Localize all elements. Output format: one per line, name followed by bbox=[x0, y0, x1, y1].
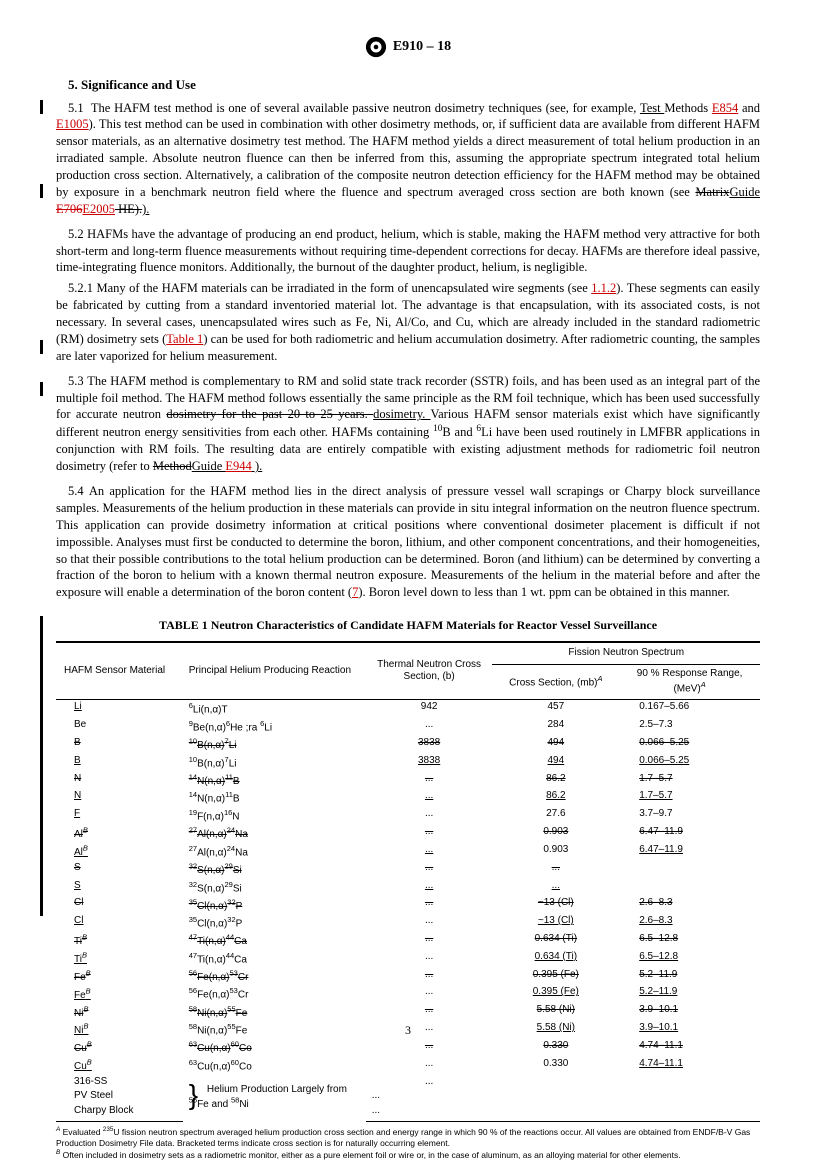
col-reaction: Principal Helium Producing Reaction bbox=[183, 642, 366, 699]
table-row: TiB47Ti(n,α)44Ca...0.634 (Ti)6.5–12.8 bbox=[56, 932, 760, 950]
table-row: F19F(n,α)16N...27.63.7–9.7 bbox=[56, 807, 760, 825]
table-row: TiB47Ti(n,α)44Ca...0.634 (Ti)6.5–12.8 bbox=[56, 950, 760, 968]
col-cross-section: Cross Section, (mb)A bbox=[492, 664, 619, 699]
table-1: TABLE 1 Neutron Characteristics of Candi… bbox=[56, 617, 760, 1160]
para-5-4: 5.4 An application for the HAFM method l… bbox=[56, 483, 760, 601]
table-row: FeB56Fe(n,α)53Cr...0.395 (Fe)5.2–11.9 bbox=[56, 985, 760, 1003]
col-fission: Fission Neutron Spectrum bbox=[492, 642, 760, 664]
table-row: Cl35Cl(n,α)32P...~13 (Cl)2.6–8.3 bbox=[56, 896, 760, 914]
table-row: AlB27Al(n,α)24Na...0.9036.47–11.9 bbox=[56, 825, 760, 843]
table-footnotes: A Evaluated 235U fission neutron spectru… bbox=[56, 1126, 760, 1161]
table-row: Li6Li(n,α)T9424570.167–5.66 bbox=[56, 700, 760, 718]
table-row: B10B(n,α)7Li38384940.066–5.25 bbox=[56, 754, 760, 772]
page-number: 3 bbox=[0, 1022, 816, 1038]
table-row: Cl35Cl(n,α)32P...~13 (Cl)2.6–8.3 bbox=[56, 914, 760, 932]
para-5-3: 5.3 The HAFM method is complementary to … bbox=[56, 373, 760, 475]
link-e1005[interactable]: E1005 bbox=[56, 117, 89, 131]
table-row: N14N(n,α)11B...86.21.7–5.7 bbox=[56, 772, 760, 790]
table-row: 316-SS} Helium Production Largely from 5… bbox=[56, 1075, 760, 1090]
table-row: N14N(n,α)11B...86.21.7–5.7 bbox=[56, 789, 760, 807]
para-5-2: 5.2 HAFMs have the advantage of producin… bbox=[56, 226, 760, 277]
col-thermal: Thermal Neutron Cross Section, (b) bbox=[366, 642, 493, 699]
link-e706[interactable]: E706 bbox=[56, 202, 82, 216]
table-row: S32S(n,α)29Si...... bbox=[56, 861, 760, 879]
link-e2005[interactable]: E2005 bbox=[82, 202, 115, 216]
para-5-1: 5.1 The HAFM test method is one of sever… bbox=[56, 100, 760, 218]
para-5-2-1: 5.2.1 Many of the HAFM materials can be … bbox=[56, 280, 760, 364]
link-table-1[interactable]: Table 1 bbox=[166, 332, 203, 346]
section-heading: 5. Significance and Use bbox=[68, 76, 760, 94]
change-bar bbox=[40, 340, 43, 354]
table-row: NiB58Ni(n,α)55Fe...5.58 (Ni)3.9–10.1 bbox=[56, 1003, 760, 1021]
link-1-1-2[interactable]: 1.1.2 bbox=[591, 281, 616, 295]
table-row: S32S(n,α)29Si...... bbox=[56, 879, 760, 897]
link-e854[interactable]: E854 bbox=[712, 101, 738, 115]
col-response-range: 90 % Response Range, (MeV)A bbox=[619, 664, 760, 699]
table-row: CuB63Cu(n,α)60Co...0.3304.74–11.1 bbox=[56, 1039, 760, 1057]
link-e944[interactable]: E944 bbox=[225, 459, 251, 473]
table-title: TABLE 1 Neutron Characteristics of Candi… bbox=[56, 617, 760, 633]
change-bar bbox=[40, 616, 43, 916]
table-row: Be9Be(n,α)6He ;ra 6Li...2842.5–7.3 bbox=[56, 718, 760, 736]
designation: E910 – 18 bbox=[393, 38, 451, 57]
table-row: CuB63Cu(n,α)60Co...0.3304.74–11.1 bbox=[56, 1057, 760, 1075]
col-hafm-material: HAFM Sensor Material bbox=[56, 642, 183, 699]
table-row: B10B(n,α)7Li38384940.066–5.25 bbox=[56, 736, 760, 754]
page-header: E910 – 18 bbox=[56, 36, 760, 58]
change-bar bbox=[40, 184, 43, 198]
table-row: Charpy Block... bbox=[56, 1104, 760, 1122]
table-row: AlB27Al(n,α)24Na...0.9036.47–11.9 bbox=[56, 843, 760, 861]
table-row: FeB56Fe(n,α)53Cr...0.395 (Fe)5.2–11.9 bbox=[56, 968, 760, 986]
change-bar bbox=[40, 382, 43, 396]
change-bar bbox=[40, 100, 43, 114]
table-row: PV Steel... bbox=[56, 1089, 760, 1104]
astm-logo-icon bbox=[365, 36, 387, 58]
